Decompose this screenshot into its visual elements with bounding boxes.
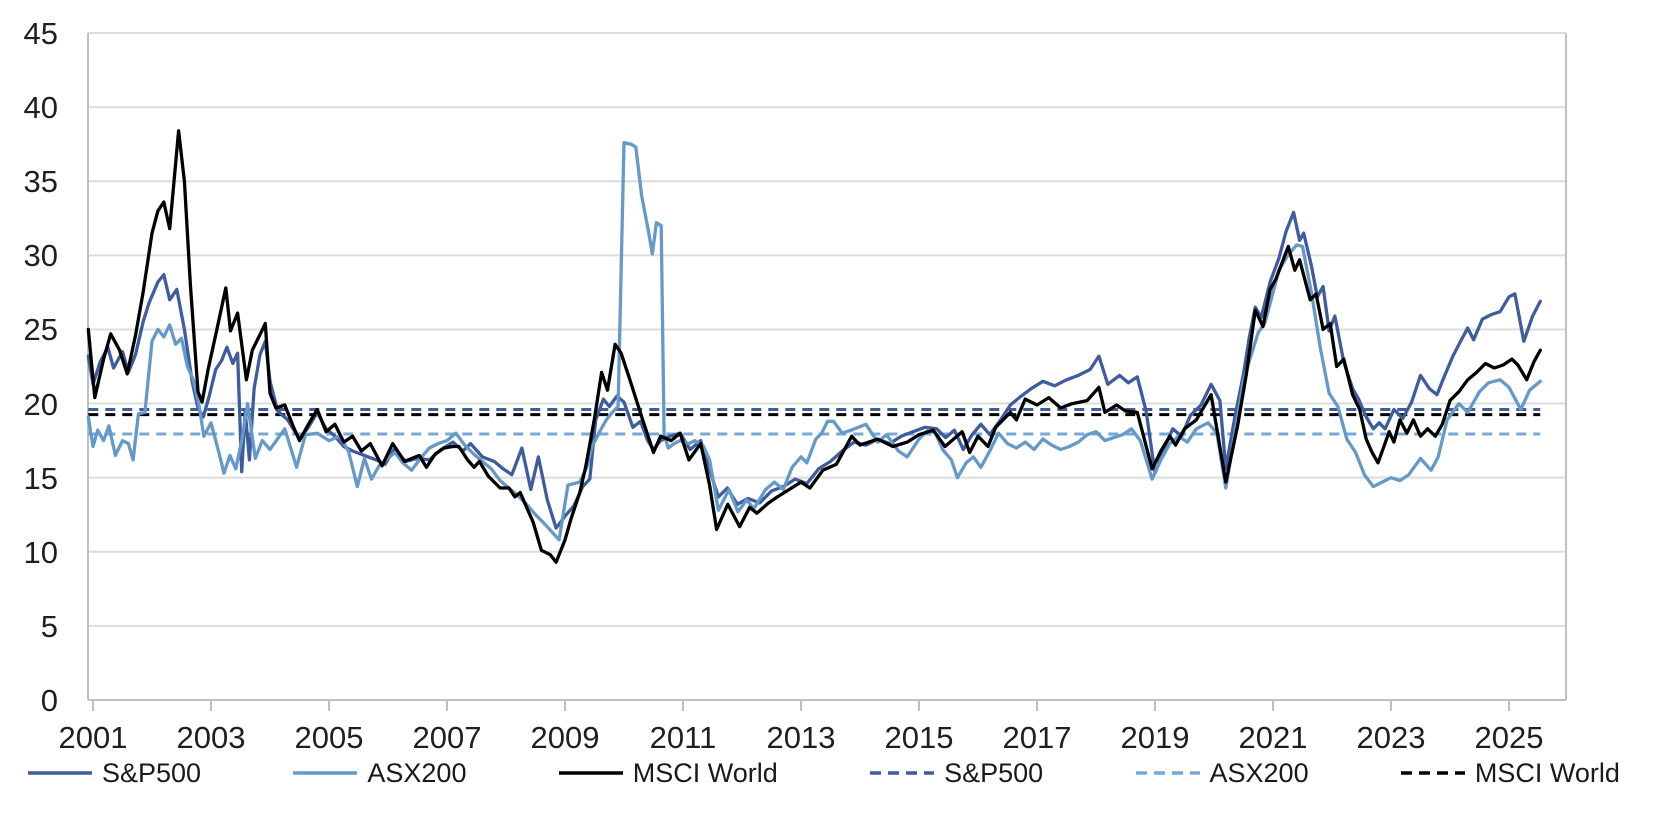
- y-axis-label: 25: [23, 312, 58, 348]
- legend-item-asx200-dashed: ASX200: [1135, 757, 1309, 788]
- x-axis-label: 2017: [1002, 720, 1072, 755]
- solid-line-swatch-icon: [28, 771, 92, 775]
- y-axis-label: 10: [23, 534, 58, 570]
- y-axis-label: 30: [23, 238, 58, 274]
- x-axis-label: 2011: [649, 720, 717, 755]
- y-axis-label: 5: [40, 608, 58, 644]
- x-axis-label: 2007: [412, 720, 482, 755]
- y-axis-label: 45: [23, 16, 58, 51]
- legend-item-s&p500-dashed: S&P500: [870, 757, 1044, 788]
- legend-label: MSCI World: [1474, 757, 1620, 788]
- legend-label: S&P500: [102, 757, 202, 788]
- x-axis-label: 2003: [176, 720, 246, 755]
- x-axis-label: 2001: [58, 720, 128, 755]
- legend-label: ASX200: [1209, 757, 1309, 788]
- series-line-msci-world: [86, 129, 1542, 564]
- y-axis-label: 35: [23, 164, 58, 200]
- y-axis-label: 20: [23, 386, 58, 422]
- legend-label: ASX200: [367, 757, 467, 788]
- x-axis-label: 2005: [294, 720, 364, 755]
- legend: S&P500 ASX200 MSCI World S&P500 ASX200 MSCI W…: [28, 756, 1620, 790]
- x-axis-label: 2023: [1356, 720, 1426, 755]
- legend-label: MSCI World: [632, 757, 778, 788]
- y-axis-label: 15: [23, 460, 58, 496]
- solid-line-swatch-icon: [293, 771, 358, 775]
- dashed-line-swatch-icon: [1135, 771, 1200, 775]
- solid-line-swatch-icon: [558, 771, 623, 775]
- y-axis-label: 40: [23, 90, 58, 126]
- x-axis-label: 2019: [1120, 720, 1190, 755]
- legend-item-asx200-solid: ASX200: [293, 757, 467, 788]
- x-axis-label: 2021: [1238, 720, 1308, 755]
- legend-item-s&p500-solid: S&P500: [28, 757, 202, 788]
- legend-item-msci-world-dashed: MSCI World: [1400, 757, 1620, 788]
- dashed-line-swatch-icon: [870, 771, 935, 775]
- y-axis-label: 0: [40, 683, 58, 718]
- legend-item-msci-world-solid: MSCI World: [558, 757, 778, 788]
- x-axis-label: 2009: [530, 720, 600, 755]
- x-axis-label: 2015: [884, 720, 954, 755]
- series-line-asx200: [86, 141, 1542, 542]
- x-axis-label: 2013: [766, 720, 836, 755]
- dashed-line-swatch-icon: [1400, 771, 1465, 775]
- x-axis-label: 2025: [1474, 720, 1544, 755]
- legend-label: S&P500: [944, 757, 1044, 788]
